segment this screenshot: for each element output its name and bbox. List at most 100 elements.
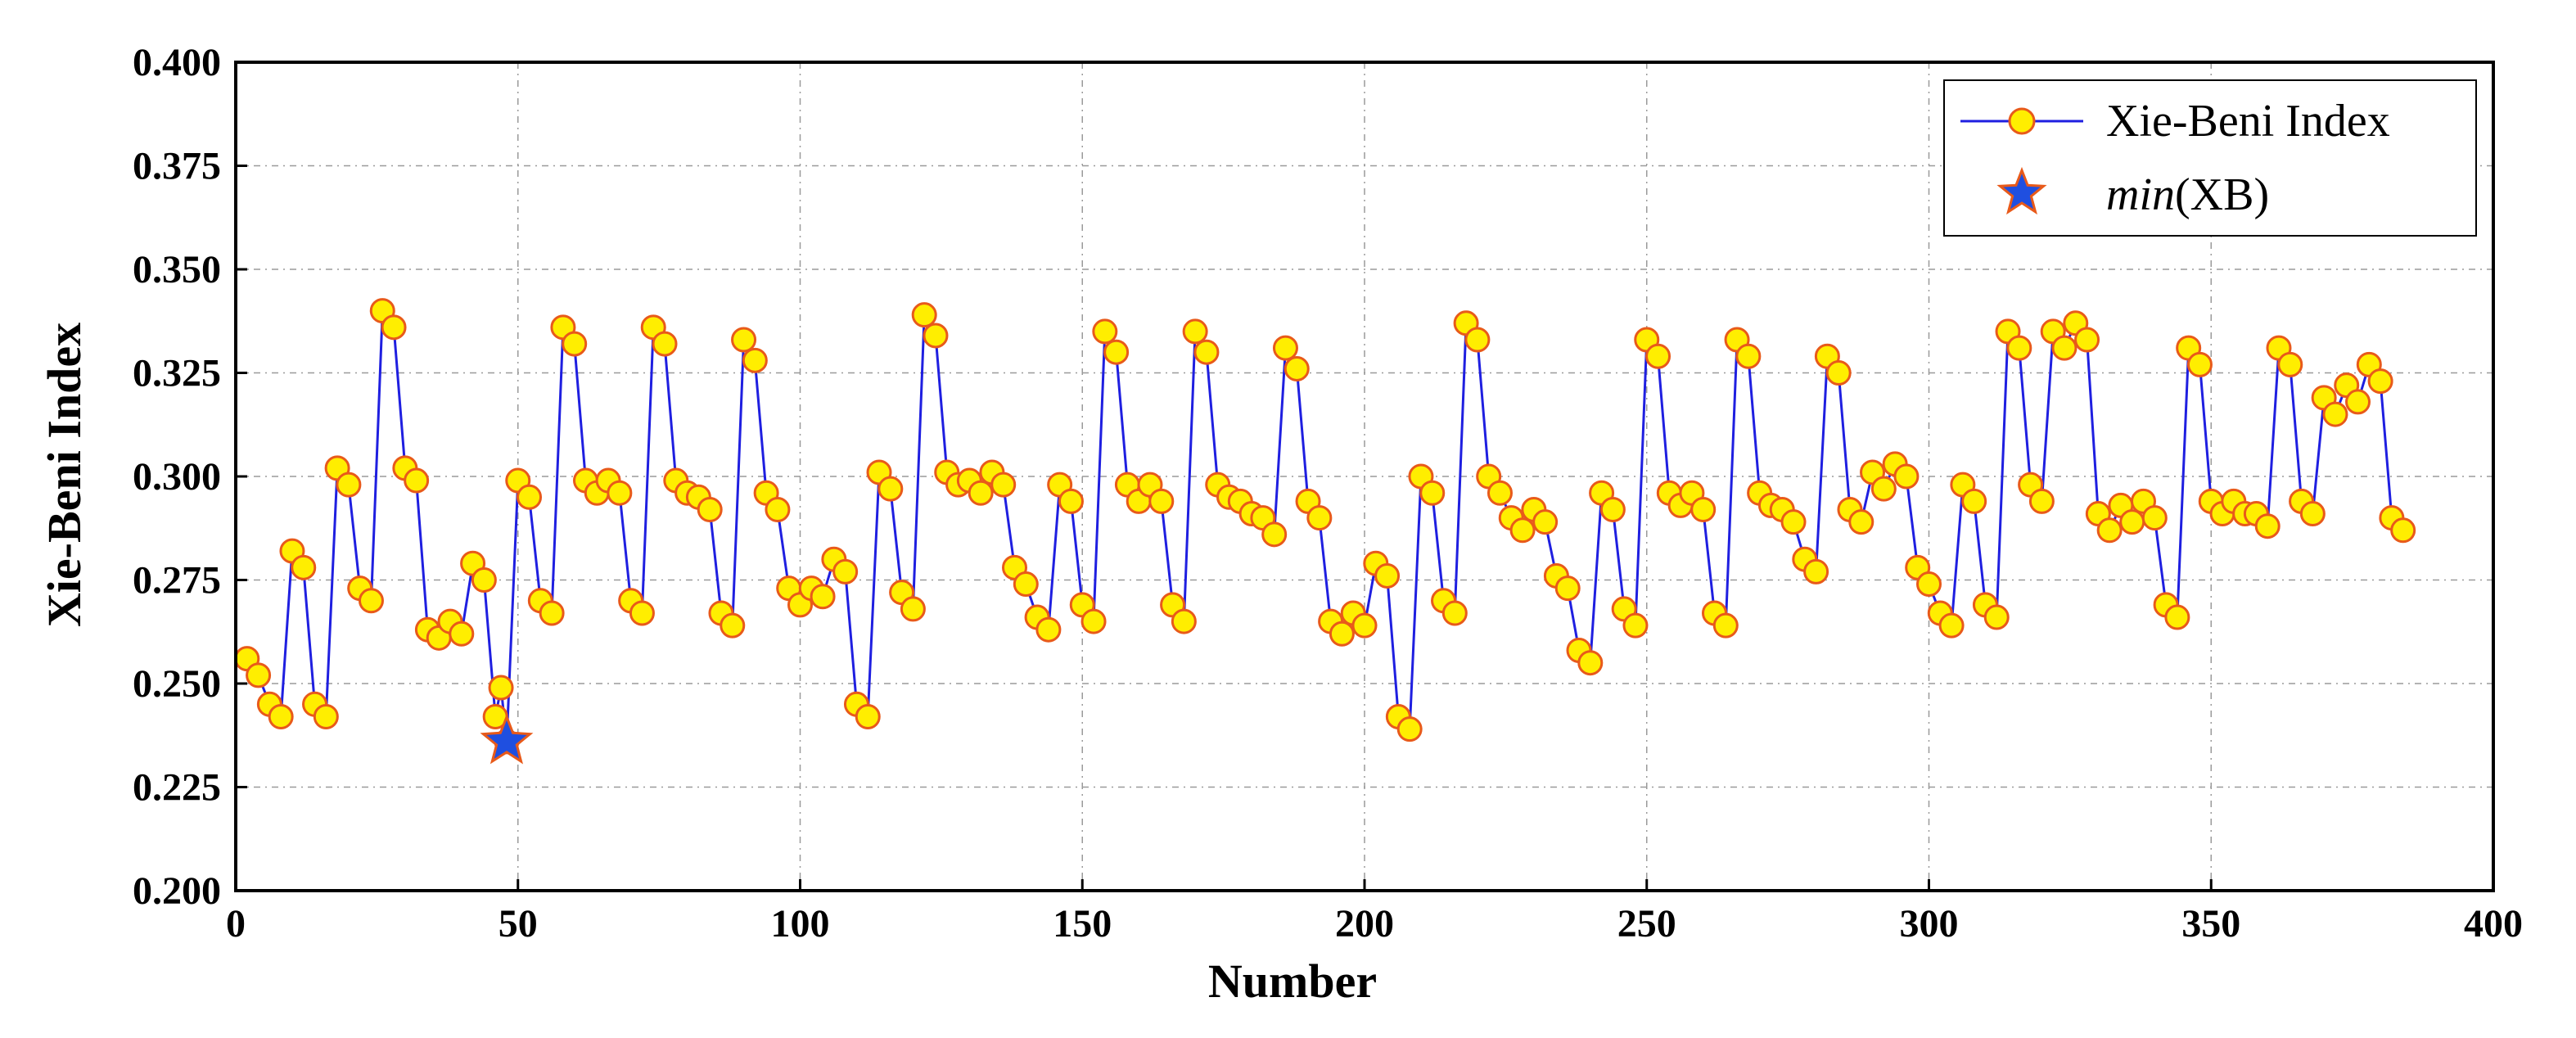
data-point [1848, 509, 1874, 535]
data-point [268, 703, 294, 729]
legend: Xie-Beni Index min(XB) [1943, 79, 2477, 237]
x-tick-labels: 0 50 100 150 200 250 300 350 400 [226, 902, 2523, 945]
data-point [1690, 496, 1717, 522]
y-tick-label: 0.225 [133, 766, 221, 810]
data-point [990, 472, 1017, 498]
y-tick-label: 0.250 [133, 662, 221, 706]
data-point [2164, 604, 2190, 630]
data-point [2119, 509, 2145, 535]
data-point [1577, 650, 1604, 676]
data-point [313, 703, 339, 729]
data-point [1825, 360, 1852, 386]
data-point [968, 480, 994, 506]
data-point [1938, 612, 1965, 639]
data-point [629, 600, 655, 626]
legend-star-shape [1996, 166, 2047, 215]
data-point [1283, 355, 1310, 381]
data-point [2096, 517, 2123, 544]
y-tick-label: 0.350 [133, 248, 221, 291]
data-point [855, 703, 881, 729]
y-tick-label: 0.275 [133, 559, 221, 602]
data-point [1961, 488, 1987, 514]
data-point [652, 331, 678, 357]
grid [236, 62, 2493, 891]
data-point [291, 554, 317, 580]
data-point [449, 621, 475, 647]
data-point [1487, 480, 1513, 506]
data-point [1983, 604, 2010, 630]
data-point [1509, 517, 1536, 544]
data-point [923, 323, 949, 349]
data-point [2390, 517, 2416, 544]
data-point [1092, 318, 1118, 345]
data-point [1735, 343, 1762, 369]
data-point [488, 675, 514, 701]
y-tick-labels: 0.200 0.225 0.250 0.275 0.300 0.325 0.350 0.375… [133, 41, 221, 913]
data-point [1306, 505, 1333, 531]
x-tick-label: 100 [771, 902, 830, 945]
markers [234, 298, 2416, 755]
data-point [1803, 558, 1829, 584]
data-point [720, 612, 746, 639]
data-point [336, 472, 362, 498]
data-point [1035, 616, 1062, 643]
data-point [1441, 600, 1468, 626]
data-point [2006, 335, 2032, 361]
data-point [404, 467, 430, 494]
legend-label-xb: Xie-Beni Index [2106, 96, 2390, 147]
min-star-point [480, 713, 534, 765]
data-point [1532, 509, 1559, 535]
data-point [2254, 513, 2281, 539]
data-point [471, 567, 497, 593]
legend-marker-swatch [2008, 107, 2036, 135]
data-point [1599, 496, 1626, 522]
x-tick-label: 0 [226, 902, 246, 945]
y-tick-label: 0.375 [133, 145, 221, 188]
data-point [1396, 716, 1423, 742]
data-point [697, 496, 723, 522]
data-point [1780, 509, 1807, 535]
y-tick-label: 0.200 [133, 869, 221, 913]
data-point [381, 314, 407, 341]
data-point [2051, 335, 2077, 361]
x-tick-label: 300 [1900, 902, 1959, 945]
data-point [1464, 327, 1491, 353]
y-tick-label: 0.400 [133, 41, 221, 84]
data-point [2028, 488, 2055, 514]
data-point [2367, 368, 2393, 395]
legend-label-min: min(XB) [2106, 169, 2269, 220]
data-point [1080, 608, 1107, 634]
data-point [1182, 318, 1208, 345]
data-point [2299, 501, 2326, 527]
data-point [2186, 351, 2213, 377]
x-tick-label: 250 [1617, 902, 1676, 945]
data-point [1171, 608, 1197, 634]
data-point [911, 302, 937, 328]
data-point [731, 327, 757, 353]
y-tick-label: 0.325 [133, 352, 221, 395]
data-point [832, 558, 859, 584]
legend-label-min-rest: (XB) [2175, 169, 2269, 220]
data-point [2074, 327, 2100, 353]
data-point [1374, 562, 1401, 589]
data-point [1645, 343, 1671, 369]
data-point [900, 596, 926, 622]
y-axis-title: Xie-Beni Index [38, 323, 91, 627]
x-tick-label: 150 [1053, 902, 1112, 945]
data-point [246, 662, 272, 688]
data-point [810, 584, 836, 610]
data-point [1148, 488, 1175, 514]
ticks [234, 61, 2495, 892]
min-marker [480, 713, 534, 765]
data-point [1058, 488, 1084, 514]
data-point [2345, 389, 2371, 415]
data-point [358, 588, 384, 614]
data-point [2322, 401, 2348, 427]
data-point [1193, 339, 1220, 365]
legend-star-swatch [1996, 166, 2047, 215]
x-axis-title: Number [1208, 955, 1377, 1008]
data-point [1419, 480, 1446, 506]
data-point [607, 480, 633, 506]
x-tick-label: 400 [2464, 902, 2523, 945]
data-point [1351, 612, 1378, 639]
